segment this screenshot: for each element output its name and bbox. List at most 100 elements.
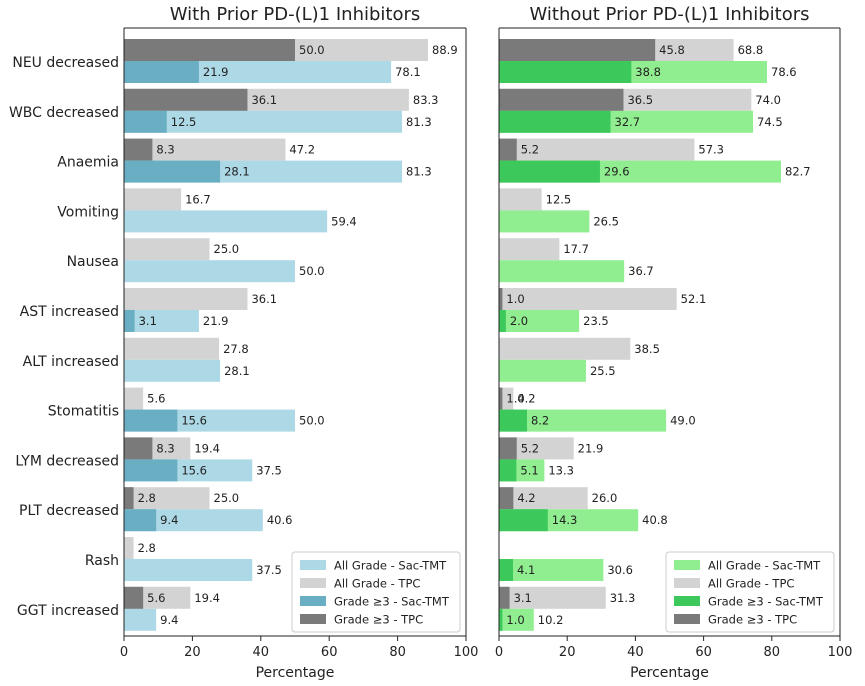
value-label-g3-tpc-lym-decreased: 5.2 — [521, 441, 539, 455]
value-label-all-tpc-nausea: 25.0 — [214, 242, 240, 256]
value-label-all-sac-vomiting: 59.4 — [331, 214, 357, 228]
bar-all-sac-rash — [499, 559, 604, 581]
value-label-all-sac-anaemia: 82.7 — [785, 165, 811, 179]
legend-label-g3-sac: Grade ≥3 - Sac-TMT — [334, 595, 450, 609]
bar-g3-sac-stomatitis — [499, 409, 527, 432]
bar-g3-sac-stomatitis — [124, 409, 178, 432]
value-label-g3-sac-rash: 4.1 — [517, 563, 535, 577]
value-label-all-tpc-plt-decreased: 25.0 — [214, 491, 240, 505]
category-label-stomatitis: Stomatitis — [48, 404, 119, 420]
bar-all-tpc-alt-increased — [499, 337, 631, 360]
bar-all-sac-vomiting — [124, 210, 328, 233]
x-axis-label: Percentage — [630, 665, 709, 681]
x-tick-label-40: 40 — [253, 645, 270, 660]
value-label-all-tpc-ast-increased: 52.1 — [681, 292, 707, 306]
value-label-g3-sac-stomatitis: 8.2 — [531, 414, 549, 428]
bar-all-tpc-ast-increased — [124, 288, 248, 310]
x-tick-label-60: 60 — [321, 645, 338, 660]
category-label-lym-decreased: LYM decreased — [15, 453, 119, 469]
value-label-g3-tpc-plt-decreased: 2.8 — [138, 491, 156, 505]
legend-swatch-all-sac — [300, 560, 326, 570]
legend-swatch-g3-sac — [674, 596, 700, 606]
value-label-g3-sac-wbc-decreased: 32.7 — [615, 115, 641, 129]
bar-all-tpc-plt-decreased — [499, 487, 588, 510]
legend-label-g3-sac: Grade ≥3 - Sac-TMT — [708, 595, 824, 609]
x-axis-label: Percentage — [256, 665, 335, 681]
bar-g3-sac-anaemia — [499, 160, 600, 183]
value-label-all-tpc-stomatitis: 5.6 — [147, 392, 165, 406]
value-label-all-tpc-lym-decreased: 21.9 — [578, 441, 604, 455]
category-labels: NEU decreased WBC decreased Anaemia Vomitin… — [9, 55, 119, 619]
bar-all-sac-nausea — [499, 260, 625, 283]
value-label-all-sac-stomatitis: 49.0 — [670, 414, 696, 428]
bar-all-tpc-plt-decreased — [124, 487, 210, 510]
legend-label-all-tpc: All Grade - TPC — [708, 577, 794, 591]
bar-g3-sac-anaemia — [124, 160, 221, 183]
bar-all-tpc-rash — [124, 537, 134, 559]
value-label-all-sac-ggt-increased: 9.4 — [160, 613, 178, 627]
bar-all-sac-vomiting — [499, 210, 590, 233]
bar-all-sac-alt-increased — [499, 359, 586, 382]
value-label-all-sac-alt-increased: 28.1 — [224, 364, 250, 378]
value-label-g3-tpc-wbc-decreased: 36.5 — [627, 93, 653, 107]
value-label-all-sac-plt-decreased: 40.8 — [642, 513, 668, 527]
bar-g3-tpc-plt-decreased — [499, 487, 514, 510]
value-label-g3-sac-lym-decreased: 15.6 — [181, 463, 207, 477]
bar-g3-tpc-anaemia — [499, 138, 517, 161]
bar-g3-sac-ast-increased — [499, 310, 506, 332]
legend-swatch-g3-sac — [300, 596, 326, 606]
x-ticks: 0 20 40 60 80 100 — [120, 636, 478, 660]
value-label-g3-tpc-ggt-increased: 5.6 — [147, 591, 165, 605]
value-label-all-tpc-anaemia: 57.3 — [698, 143, 724, 157]
value-label-all-sac-neu-decreased: 78.6 — [771, 65, 797, 79]
value-label-all-tpc-lym-decreased: 19.4 — [194, 441, 220, 455]
value-label-g3-sac-anaemia: 29.6 — [604, 165, 630, 179]
bars — [499, 39, 782, 631]
category-label-nausea: Nausea — [67, 254, 119, 270]
bar-all-tpc-vomiting — [124, 188, 182, 211]
bar-g3-sac-neu-decreased — [124, 61, 199, 83]
bar-all-tpc-anaemia — [499, 138, 695, 161]
value-label-g3-tpc-anaemia: 8.3 — [156, 143, 174, 157]
bar-g3-tpc-lym-decreased — [124, 437, 153, 460]
value-labels: 68.8 78.6 45.8 38.8 74.0 74.5 36.5 32.7 57.3 82.7… — [506, 43, 810, 627]
legend-label-g3-tpc: Grade ≥3 - TPC — [334, 613, 423, 627]
bar-all-sac-nausea — [124, 260, 295, 283]
value-label-g3-sac-ast-increased: 2.0 — [510, 314, 528, 328]
value-label-all-tpc-neu-decreased: 88.9 — [432, 43, 458, 57]
value-label-g3-tpc-ggt-increased: 3.1 — [514, 591, 532, 605]
value-label-g3-sac-anaemia: 28.1 — [224, 165, 250, 179]
x-tick-label-60: 60 — [695, 645, 712, 660]
bar-g3-tpc-wbc-decreased — [499, 88, 624, 111]
bar-all-sac-ggt-increased — [124, 608, 157, 631]
value-label-g3-sac-neu-decreased: 38.8 — [635, 65, 661, 79]
bar-all-tpc-lym-decreased — [499, 437, 574, 460]
bar-g3-tpc-stomatitis — [499, 387, 503, 410]
bar-g3-sac-lym-decreased — [499, 459, 517, 482]
bar-g3-sac-ast-increased — [124, 310, 135, 332]
bar-all-sac-stomatitis — [499, 409, 667, 432]
value-label-all-tpc-alt-increased: 38.5 — [634, 342, 660, 356]
bar-g3-tpc-lym-decreased — [499, 437, 517, 460]
value-label-all-sac-neu-decreased: 78.1 — [395, 65, 421, 79]
bar-g3-tpc-anaemia — [124, 138, 153, 161]
bar-all-tpc-vomiting — [499, 188, 542, 211]
legend-label-all-sac: All Grade - Sac-TMT — [334, 559, 447, 573]
legend-swatch-all-tpc — [674, 578, 700, 588]
bar-all-sac-ast-increased — [124, 310, 199, 332]
value-label-g3-tpc-plt-decreased: 4.2 — [517, 491, 535, 505]
value-label-g3-tpc-ast-increased: 1.0 — [506, 292, 524, 306]
value-label-all-tpc-ggt-increased: 19.4 — [194, 591, 220, 605]
bar-all-tpc-stomatitis — [124, 387, 144, 410]
legend-swatch-all-sac — [674, 560, 700, 570]
bar-g3-sac-neu-decreased — [499, 61, 632, 83]
value-label-all-tpc-nausea: 17.7 — [563, 242, 589, 256]
category-label-ggt-increased: GGT increased — [17, 603, 119, 619]
legend-frame — [291, 551, 461, 633]
bar-g3-sac-wbc-decreased — [499, 110, 611, 133]
bar-g3-tpc-ast-increased — [499, 288, 503, 310]
x-tick-label-100: 100 — [828, 645, 853, 660]
bar-all-sac-ggt-increased — [499, 608, 534, 631]
bar-g3-sac-wbc-decreased — [124, 110, 167, 133]
